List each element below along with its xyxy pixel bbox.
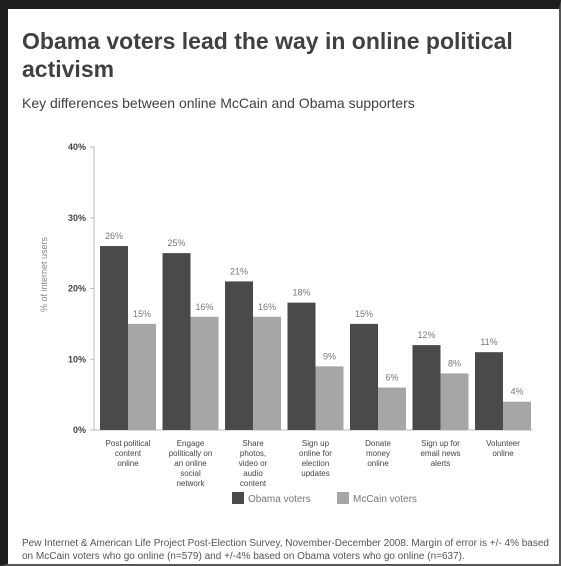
category-label: updates: [301, 469, 329, 478]
category-label: online for: [299, 449, 332, 458]
category-label: photos,: [240, 449, 266, 458]
obama-bar: [475, 352, 503, 430]
mccain-data-label: 15%: [133, 309, 151, 319]
category-label: Donate: [365, 439, 391, 448]
obama-data-label: 11%: [480, 337, 497, 347]
category-label: email news: [420, 449, 460, 458]
category-label: Post political: [106, 439, 151, 448]
bar-chart: 0% 10% 20% 30% 40% % of internet users 26% 15% P…: [39, 142, 533, 505]
y-tick-label: 30%: [68, 213, 86, 223]
mccain-bar: [440, 373, 469, 430]
mccain-data-label: 9%: [323, 351, 336, 361]
legend-label: McCain voters: [353, 494, 417, 505]
legend-swatch: [337, 492, 349, 504]
category-label: video or: [239, 459, 268, 468]
category-label: audio: [243, 469, 263, 478]
obama-bar: [162, 253, 191, 430]
obama-bar: [100, 246, 128, 430]
obama-data-label: 26%: [105, 231, 123, 241]
category-label: alerts: [431, 459, 451, 468]
y-tick-label: 10%: [68, 354, 86, 364]
obama-bar: [225, 281, 253, 430]
mccain-bar: [253, 316, 281, 430]
category-label: money: [366, 449, 390, 458]
category-label: social: [180, 469, 201, 478]
y-tick-label: 20%: [68, 284, 86, 294]
mccain-data-label: 4%: [510, 387, 523, 397]
mccain-bar: [128, 323, 156, 430]
mccain-data-label: 16%: [258, 302, 276, 312]
mccain-bar: [190, 316, 219, 430]
obama-bar: [412, 345, 441, 430]
source-footnote: Pew Internet & American Life Project Pos…: [22, 538, 549, 562]
obama-data-label: 15%: [355, 309, 373, 319]
legend-swatch: [232, 492, 244, 504]
category-label: election: [302, 459, 330, 468]
category-label: online: [367, 459, 389, 468]
mccain-bar: [378, 387, 406, 430]
obama-data-label: 12%: [417, 330, 435, 340]
category-label: Share: [242, 439, 264, 448]
obama-bar: [287, 302, 316, 430]
legend-label: Obama voters: [248, 494, 311, 505]
category-label: an online: [174, 459, 207, 468]
category-label: content: [115, 449, 142, 458]
category-label: Volunteer: [486, 439, 520, 448]
mccain-data-label: 16%: [195, 302, 213, 312]
obama-data-label: 25%: [167, 238, 185, 248]
obama-bar: [350, 323, 378, 430]
obama-data-label: 21%: [230, 266, 248, 276]
category-label: online: [492, 449, 514, 458]
y-tick-label: 40%: [68, 142, 86, 152]
category-label: Engage: [177, 439, 205, 448]
y-tick-label: 0%: [73, 425, 86, 435]
obama-data-label: 18%: [292, 288, 310, 298]
mccain-bar: [315, 366, 344, 430]
mccain-data-label: 8%: [448, 358, 461, 368]
mccain-bar: [503, 401, 531, 430]
chart-title: Obama voters lead the way in online poli…: [22, 28, 513, 82]
mccain-data-label: 6%: [385, 373, 398, 383]
category-label: Sign up: [302, 439, 330, 448]
chart-subtitle: Key differences between online McCain an…: [22, 95, 415, 111]
category-label: online: [117, 459, 139, 468]
category-label: content: [240, 479, 267, 488]
category-label: politically on: [169, 449, 213, 458]
y-axis-label: % of internet users: [39, 236, 49, 312]
category-label: network: [176, 479, 205, 488]
category-label: Sign up for: [421, 439, 460, 448]
